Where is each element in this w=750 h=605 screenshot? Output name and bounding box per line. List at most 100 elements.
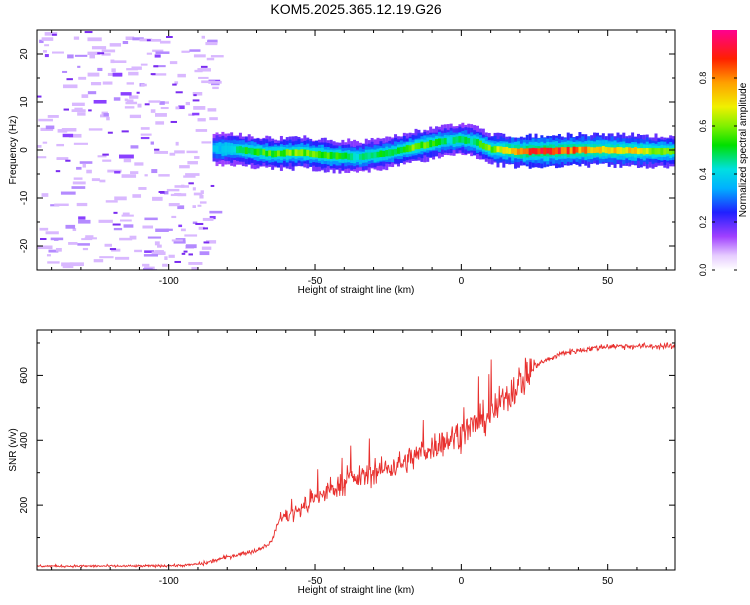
noise-blob: [194, 69, 203, 73]
track-segment: [388, 149, 392, 157]
track-segment: [347, 153, 351, 160]
noise-blob: [153, 65, 159, 68]
track-segment: [619, 147, 623, 154]
noise-blob: [44, 32, 58, 36]
noise-blob: [114, 196, 127, 201]
track-segment: [274, 150, 278, 158]
track-segment: [426, 141, 430, 148]
noise-blob: [134, 162, 144, 166]
track-segment: [396, 147, 400, 154]
track-segment: [531, 147, 535, 154]
x-tick-label: -50: [308, 276, 323, 287]
track-segment: [464, 136, 468, 144]
track-segment: [540, 147, 544, 154]
track-segment: [478, 140, 482, 148]
noise-blob: [177, 205, 185, 210]
track-segment: [356, 153, 359, 160]
noise-blob: [84, 237, 97, 240]
noise-blob: [185, 101, 190, 106]
track-segment: [309, 150, 313, 157]
noise-blob: [193, 94, 197, 97]
track-segment: [326, 152, 330, 159]
track-segment: [262, 149, 266, 156]
y-tick-label: 400: [19, 431, 30, 448]
noise-blob: [164, 191, 169, 195]
track-segment: [394, 148, 398, 155]
track-segment: [601, 146, 605, 153]
colorbar-label: Normalized spectral amplitude: [738, 82, 749, 217]
noise-blob: [77, 243, 90, 246]
track-segment: [265, 150, 269, 157]
noise-blob: [124, 98, 128, 102]
track-segment: [628, 147, 632, 154]
noise-blob: [178, 224, 183, 228]
track-segment: [584, 146, 588, 154]
track-segment: [297, 149, 301, 157]
noise-blob: [183, 175, 196, 178]
track-segment: [458, 136, 462, 143]
noise-blob: [146, 39, 151, 42]
track-segment: [253, 148, 257, 156]
noise-blob: [48, 249, 59, 253]
noise-blob: [56, 157, 67, 160]
x-tick-label: 50: [602, 576, 614, 587]
noise-blob: [159, 40, 171, 44]
track-segment: [291, 149, 295, 156]
track-segment: [519, 147, 523, 155]
noise-blob: [157, 244, 162, 248]
noise-blob: [200, 190, 204, 194]
noise-blob: [143, 267, 153, 270]
track-segment: [315, 151, 319, 158]
noise-blob: [188, 253, 193, 256]
noise-blob: [144, 250, 154, 253]
noise-blob: [71, 186, 86, 189]
noise-blob: [102, 81, 113, 85]
track-segment: [631, 147, 635, 154]
track-segment: [525, 148, 529, 155]
track-segment: [505, 146, 509, 154]
noise-blob: [76, 166, 82, 170]
noise-blob: [87, 37, 102, 42]
noise-blob: [168, 254, 175, 258]
track-segment: [537, 148, 541, 155]
noise-blob: [44, 54, 49, 58]
noise-blob: [37, 145, 42, 148]
track-segment: [300, 149, 304, 157]
noise-blob: [210, 55, 224, 58]
track-segment: [566, 146, 570, 155]
track-segment: [557, 147, 561, 155]
noise-blob: [207, 40, 218, 43]
noise-blob: [132, 37, 144, 41]
noise-blob: [169, 152, 176, 156]
track-segment: [437, 138, 441, 146]
spectrogram-x-label: Height of straight line (km): [298, 285, 415, 296]
colorbar-tick-label: 0.0: [698, 264, 708, 277]
noise-blob: [162, 263, 168, 267]
noise-blob: [201, 141, 212, 144]
noise-blob: [78, 219, 91, 224]
track-segment: [247, 147, 251, 154]
noise-blob: [178, 105, 185, 110]
snr-frame: [36, 329, 676, 571]
track-segment: [399, 146, 403, 154]
track-segment: [358, 154, 362, 160]
track-segment: [508, 148, 512, 154]
noise-blob: [62, 70, 68, 73]
noise-blob: [54, 203, 69, 207]
noise-blob: [153, 65, 166, 68]
track-segment: [610, 147, 614, 154]
x-tick-label: -100: [159, 576, 179, 587]
noise-blob: [119, 154, 134, 159]
track-segment: [385, 150, 389, 157]
track-segment: [455, 136, 459, 143]
track-segment: [484, 143, 488, 151]
y-tick-label: -10: [19, 190, 30, 205]
track-segment: [487, 144, 491, 151]
track-segment: [549, 147, 553, 155]
noise-blob: [90, 82, 102, 86]
noise-blob: [137, 103, 142, 108]
spectrogram-y-label: Frequency (Hz): [8, 116, 19, 185]
noise-blob: [150, 141, 154, 145]
track-segment: [648, 147, 652, 155]
